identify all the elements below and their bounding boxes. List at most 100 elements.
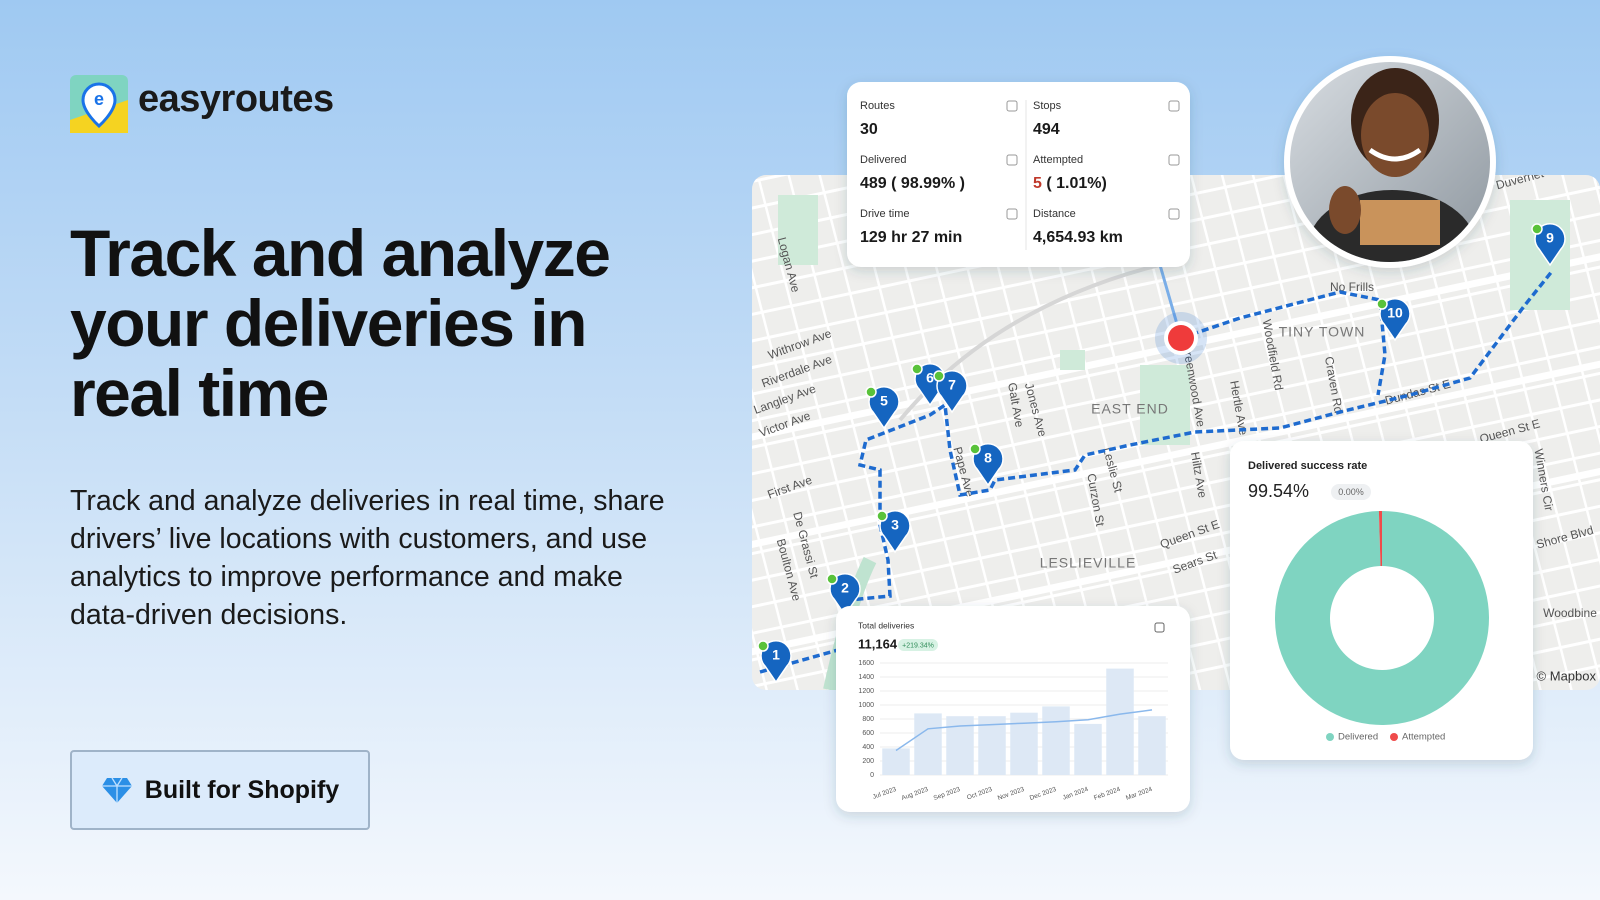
stop-number: 9 [1546, 230, 1554, 246]
stop-number: 2 [841, 580, 849, 596]
stop-number: 1 [772, 647, 780, 663]
main-road [752, 433, 1600, 680]
description: Track and analyze deliveries in real tim… [70, 482, 665, 634]
street [752, 366, 1600, 609]
stop-number: 6 [926, 370, 934, 386]
stat-value: 489 ( 98.99% ) [860, 175, 965, 192]
stat-icon [1168, 100, 1180, 112]
stop-pin: 5 [865, 386, 900, 430]
pin-shape [829, 573, 861, 617]
y-tick-label: 800 [862, 716, 874, 723]
street [752, 519, 1600, 690]
logo: e [70, 75, 128, 133]
headline: Track and analyze your deliveries in rea… [70, 216, 611, 430]
description-line: Track and analyze deliveries in real tim… [70, 485, 665, 517]
street [752, 493, 1600, 690]
stop-number: 7 [948, 377, 956, 393]
map-label: EAST END [1091, 401, 1169, 417]
pin-shape [1379, 298, 1411, 342]
stat-label: Stops [1033, 100, 1062, 112]
stat-icon [1168, 208, 1180, 220]
map-label: Woodbine [1543, 606, 1597, 620]
stop-number: 8 [984, 450, 992, 466]
stat-number: 129 hr 27 min [860, 229, 962, 246]
street [752, 442, 1600, 685]
map-label: No Frills [1330, 280, 1374, 294]
chart-title: Delivered success rate [1248, 460, 1367, 472]
stop-pin: 1 [757, 640, 792, 684]
bar [1138, 716, 1166, 775]
map-label: LESLIEVILLE [1040, 555, 1137, 571]
y-tick-label: 1000 [858, 702, 874, 709]
stat-number: 4,654.93 km [1033, 229, 1123, 246]
chart-title: Total deliveries [858, 620, 914, 630]
bar [1106, 668, 1134, 775]
description-line: data-driven decisions. [70, 599, 348, 631]
stop-pin: 8 [969, 443, 1004, 487]
y-tick-label: 200 [862, 758, 874, 765]
stat-number: 30 [860, 121, 878, 138]
pie-slice [1275, 511, 1490, 725]
stat-label: Distance [1033, 208, 1076, 220]
stop-pin: 10 [1376, 298, 1411, 342]
stop-status [865, 386, 877, 398]
chart-change: 0.00% [1338, 487, 1364, 497]
stop-status [1376, 298, 1388, 310]
brand-name: easyroutes [138, 78, 334, 120]
street [845, 175, 1024, 690]
y-tick-label: 1200 [858, 688, 874, 695]
street [1403, 175, 1581, 690]
street [1432, 175, 1600, 690]
stat-icon [1006, 208, 1018, 220]
stat-detail: ( 1.01%) [1046, 175, 1106, 192]
stop-status [933, 370, 945, 382]
stop-status [969, 443, 981, 455]
legend-swatch [1326, 733, 1334, 741]
pie-slice [1378, 511, 1382, 567]
stops: 1 2 3 5 6 7 8 9 10 [757, 223, 1566, 684]
street [1462, 175, 1600, 690]
stat-number: 494 [1033, 121, 1060, 138]
stop-number: 5 [880, 393, 888, 409]
stop-number: 3 [891, 517, 899, 533]
stat-label: Attempted [1033, 154, 1083, 166]
stop-pin: 2 [826, 573, 861, 617]
description-line: analytics to improve performance and mak… [70, 561, 623, 593]
svg-text:e: e [94, 89, 104, 109]
stop-status [1531, 223, 1543, 235]
trend-line [895, 709, 1153, 752]
bar [1042, 706, 1070, 775]
stat-number: 489 ( 98.99% ) [860, 175, 965, 192]
shopify-badge[interactable]: Built for Shopify [70, 750, 370, 830]
street [816, 175, 994, 690]
pin-shape [879, 510, 911, 554]
bar [1074, 723, 1102, 775]
chart-headline: 99.54% [1248, 481, 1309, 501]
bar [914, 713, 942, 775]
main-road [752, 330, 1600, 577]
headline-line: Track and analyze [70, 216, 611, 290]
pin-shape [760, 640, 792, 684]
driver-photo [1284, 56, 1496, 268]
description-line: drivers’ live locations with customers, … [70, 523, 648, 555]
stop-pin: 9 [1531, 223, 1566, 267]
diamond-icon [101, 777, 132, 803]
badge-text: Built for Shopify [144, 775, 340, 804]
legend-label: Attempted [1402, 732, 1445, 743]
charts: Total deliveries 11,164 +219.34% 0 200 400 600… [836, 441, 1533, 812]
stop-number: 10 [1387, 305, 1403, 321]
pin-shape [868, 386, 900, 430]
legend-swatch [1390, 733, 1398, 741]
street [752, 341, 1600, 584]
headline-line: real time [70, 356, 329, 430]
chart-change: +219.34% [902, 642, 934, 649]
stat-label: Routes [860, 100, 895, 112]
street [787, 175, 965, 690]
stat-value: 5 ( 1.01%) [1033, 175, 1107, 192]
stat-value: 4,654.93 km [1033, 229, 1123, 246]
map-attribution: © Mapbox [1537, 668, 1597, 683]
stat-label: Delivered [860, 154, 906, 166]
stop-status [911, 363, 923, 375]
route [759, 268, 1555, 674]
